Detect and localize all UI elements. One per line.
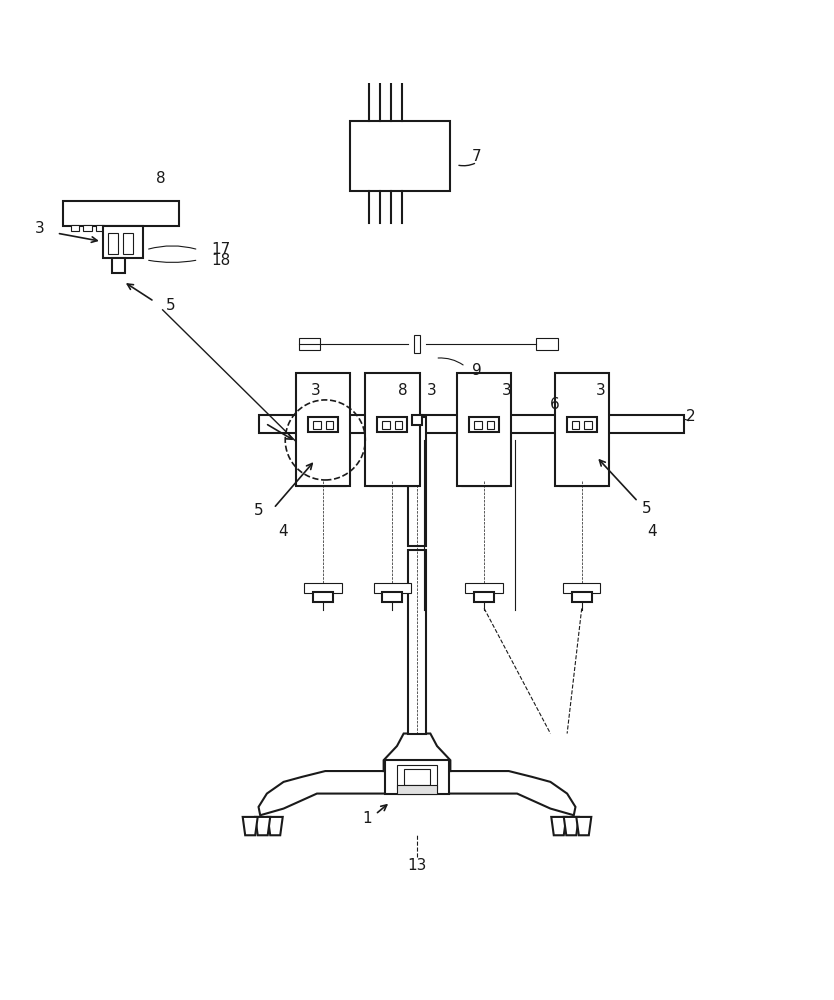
Bar <box>313 421 320 429</box>
Bar <box>313 592 333 602</box>
Bar <box>584 421 591 429</box>
Bar <box>572 592 591 602</box>
Bar <box>377 417 407 432</box>
Bar <box>296 373 350 486</box>
Bar <box>487 421 494 429</box>
Bar <box>412 415 422 425</box>
Bar <box>559 479 605 486</box>
Bar <box>63 201 179 226</box>
Bar <box>369 479 415 486</box>
Text: 5: 5 <box>254 503 264 518</box>
Polygon shape <box>551 817 566 835</box>
Bar <box>474 592 494 602</box>
Polygon shape <box>268 817 283 835</box>
Text: 8: 8 <box>398 383 408 398</box>
Bar <box>71 225 79 231</box>
Bar <box>325 421 333 429</box>
Text: 6: 6 <box>550 397 560 412</box>
Bar <box>457 373 511 486</box>
Text: 8: 8 <box>156 171 166 186</box>
Bar <box>308 417 338 432</box>
Bar <box>570 433 593 440</box>
Bar <box>314 440 331 450</box>
Bar <box>404 769 430 785</box>
Bar <box>465 583 503 593</box>
Bar <box>395 421 402 429</box>
Bar <box>408 417 426 546</box>
Bar <box>397 765 437 789</box>
Polygon shape <box>259 771 385 815</box>
Bar <box>536 338 558 350</box>
Polygon shape <box>384 734 450 771</box>
Text: 2: 2 <box>686 409 696 424</box>
Text: 5: 5 <box>166 298 176 313</box>
Bar <box>96 225 104 231</box>
Text: 9: 9 <box>472 363 482 378</box>
Bar <box>574 440 590 450</box>
Bar <box>387 442 398 448</box>
Text: 13: 13 <box>407 858 427 873</box>
Bar <box>365 373 420 486</box>
Bar <box>311 433 334 440</box>
Bar <box>103 226 143 258</box>
Bar <box>475 440 492 450</box>
Bar <box>350 121 450 191</box>
Bar <box>555 373 609 486</box>
Bar <box>384 440 400 450</box>
Text: 17: 17 <box>211 242 231 257</box>
Text: 5: 5 <box>641 501 651 516</box>
Bar <box>382 592 402 602</box>
Bar <box>577 442 587 448</box>
Bar <box>563 583 600 593</box>
Text: 18: 18 <box>211 253 231 268</box>
Bar <box>259 415 684 433</box>
Bar <box>382 421 390 429</box>
Bar <box>304 583 342 593</box>
Bar <box>380 433 404 440</box>
Bar <box>572 421 579 429</box>
Bar <box>300 479 346 486</box>
Text: 3: 3 <box>595 383 605 398</box>
Bar <box>108 233 118 254</box>
Bar <box>479 442 489 448</box>
Bar <box>385 760 449 794</box>
Text: 7: 7 <box>472 149 482 164</box>
Text: 3: 3 <box>35 221 45 236</box>
Bar <box>472 433 495 440</box>
Polygon shape <box>576 817 591 835</box>
Polygon shape <box>255 817 270 835</box>
Bar <box>318 442 328 448</box>
Bar <box>474 421 482 429</box>
Bar <box>408 550 426 734</box>
Bar <box>469 417 499 432</box>
Text: 4: 4 <box>647 524 657 539</box>
Bar <box>397 785 437 794</box>
Bar <box>123 233 133 254</box>
Text: 3: 3 <box>427 383 437 398</box>
Polygon shape <box>243 817 258 835</box>
Bar <box>461 479 507 486</box>
Bar <box>83 225 92 231</box>
Text: 3: 3 <box>502 383 512 398</box>
Text: 3: 3 <box>310 383 320 398</box>
Polygon shape <box>449 771 575 815</box>
Bar <box>299 338 320 350</box>
Bar <box>414 335 420 353</box>
Bar <box>112 258 125 273</box>
Polygon shape <box>564 817 579 835</box>
Text: 4: 4 <box>279 524 289 539</box>
Bar <box>374 583 411 593</box>
Text: 1: 1 <box>362 811 372 826</box>
Bar <box>566 417 596 432</box>
